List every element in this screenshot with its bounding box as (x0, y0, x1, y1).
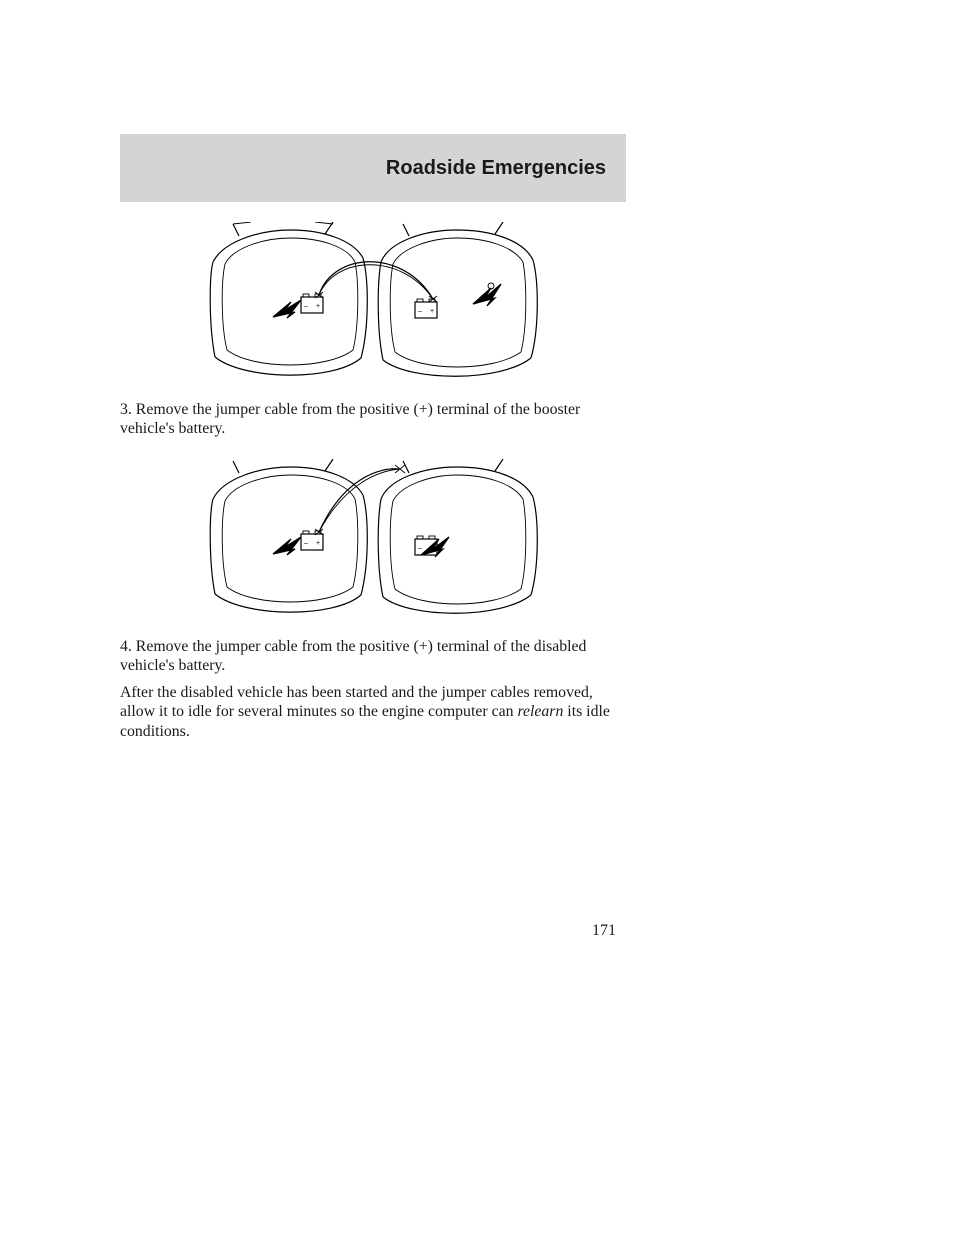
section-title: Roadside Emergencies (386, 157, 606, 180)
step-3-text: 3. Remove the jumper cable from the posi… (120, 400, 626, 439)
svg-text:–: – (418, 308, 422, 315)
right-vehicle: – + (378, 459, 537, 613)
page-content: Roadside Emergencies (120, 134, 626, 741)
step-4-text: 4. Remove the jumper cable from the posi… (120, 637, 626, 676)
svg-text:+: + (430, 308, 434, 315)
figure-step-2: – + – (120, 222, 626, 392)
svg-text:–: – (304, 540, 308, 547)
jumper-cable (315, 262, 437, 302)
diagram-two-hoods-cable-free: – + – + (203, 459, 543, 629)
figure-step-3: – + – + (120, 459, 626, 629)
battery-pos-label: + (316, 303, 320, 310)
right-vehicle: – + (378, 222, 537, 376)
svg-text:+: + (316, 540, 320, 547)
after-note-italic: relearn (517, 703, 563, 720)
spark-icon (421, 537, 449, 557)
spark-icon (473, 284, 501, 306)
svg-text:–: – (418, 545, 422, 552)
section-header-band: Roadside Emergencies (120, 134, 626, 202)
left-vehicle: – + (210, 459, 367, 612)
spark-icon (273, 537, 301, 555)
diagram-two-hoods-cable-over: – + – (203, 222, 543, 392)
jumper-cable (315, 465, 405, 535)
after-note-text: After the disabled vehicle has been star… (120, 683, 626, 741)
left-vehicle: – + (210, 222, 367, 375)
battery-neg-label: – (304, 303, 308, 310)
page-number: 171 (120, 922, 626, 940)
spark-icon (273, 300, 301, 318)
